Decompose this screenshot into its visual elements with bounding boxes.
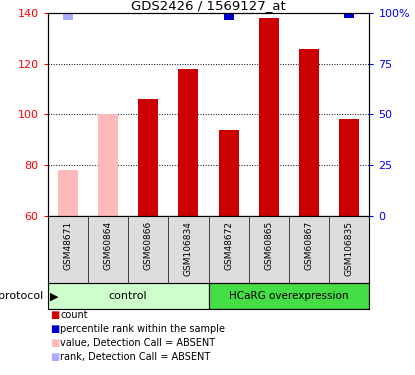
Bar bbox=[299, 48, 319, 216]
Bar bbox=[183, 4, 193, 10]
Text: count: count bbox=[60, 310, 88, 320]
Bar bbox=[48, 283, 209, 309]
Text: ■: ■ bbox=[50, 310, 59, 320]
Text: ■: ■ bbox=[50, 324, 59, 334]
Bar bbox=[63, 14, 73, 20]
Bar bbox=[219, 129, 239, 216]
Bar bbox=[143, 6, 153, 12]
Text: GSM48671: GSM48671 bbox=[63, 221, 72, 270]
Text: GSM60865: GSM60865 bbox=[264, 221, 273, 270]
Text: ▶: ▶ bbox=[50, 291, 58, 301]
Text: GSM60867: GSM60867 bbox=[305, 221, 314, 270]
Bar bbox=[264, 0, 274, 6]
Text: control: control bbox=[109, 291, 147, 301]
Bar bbox=[344, 12, 354, 18]
Bar bbox=[209, 283, 369, 309]
Bar bbox=[304, 2, 314, 8]
Title: GDS2426 / 1569127_at: GDS2426 / 1569127_at bbox=[131, 0, 286, 12]
Text: GSM48672: GSM48672 bbox=[224, 221, 233, 270]
Text: ■: ■ bbox=[50, 338, 59, 348]
Text: rank, Detection Call = ABSENT: rank, Detection Call = ABSENT bbox=[60, 352, 210, 362]
Text: GSM60864: GSM60864 bbox=[103, 221, 112, 270]
Text: ■: ■ bbox=[50, 352, 59, 362]
Bar bbox=[178, 69, 198, 216]
Text: value, Detection Call = ABSENT: value, Detection Call = ABSENT bbox=[60, 338, 215, 348]
Bar bbox=[138, 99, 158, 216]
Bar bbox=[259, 18, 279, 216]
Text: percentile rank within the sample: percentile rank within the sample bbox=[60, 324, 225, 334]
Text: GSM106835: GSM106835 bbox=[345, 221, 354, 276]
Text: HCaRG overexpression: HCaRG overexpression bbox=[229, 291, 349, 301]
Text: GSM60866: GSM60866 bbox=[144, 221, 153, 270]
Bar bbox=[98, 114, 118, 216]
Bar bbox=[103, 4, 113, 10]
Text: protocol: protocol bbox=[0, 291, 44, 301]
Bar bbox=[339, 119, 359, 216]
Text: GSM106834: GSM106834 bbox=[184, 221, 193, 276]
Bar bbox=[58, 170, 78, 216]
Bar bbox=[224, 14, 234, 20]
